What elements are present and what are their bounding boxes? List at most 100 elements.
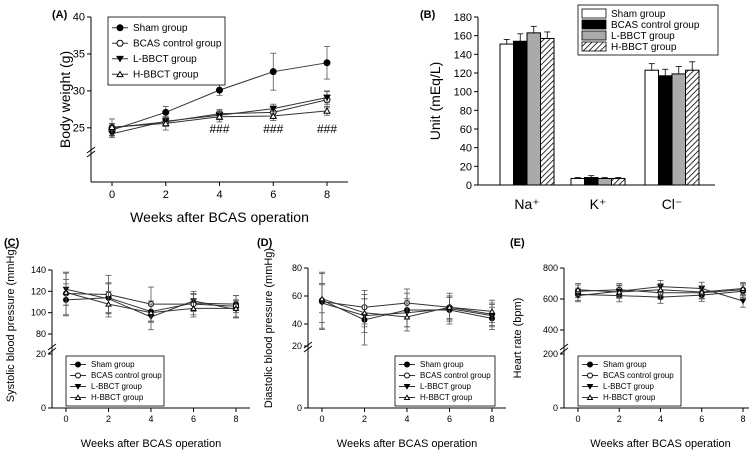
y-tick-label: 25	[73, 123, 85, 135]
data-point	[269, 68, 277, 76]
axis-break-mark	[303, 341, 313, 353]
legend-label: H-BBCT group	[420, 393, 473, 402]
y-axis-label: Unit (mEq/L)	[427, 62, 443, 141]
data-point	[108, 123, 116, 130]
significance-annotation: ###	[317, 122, 337, 136]
x-tick-label: 8	[740, 414, 745, 424]
data-point	[318, 295, 326, 302]
panel-e: 0 200 400 600 800 0 2 4 6 8 Weeks after BCAS opera…	[510, 237, 749, 450]
panel-c: 0 20 80 100 120 140 0 2 4 6 8 Weeks after BCAS oper…	[4, 237, 250, 450]
category-label: Cl⁻	[662, 196, 683, 212]
data-point	[698, 288, 706, 295]
legend-label: Sham group	[420, 360, 464, 369]
bar-group-1: K⁺	[570, 175, 626, 212]
legend-marker	[75, 361, 81, 368]
panel-letter: (B)	[420, 9, 436, 21]
x-tick-label: 0	[63, 414, 68, 424]
legend-label: H-BBCT group	[611, 42, 677, 53]
data-point	[190, 305, 197, 311]
legend-swatch	[581, 8, 607, 19]
y-tick-label: 140	[454, 49, 472, 61]
x-tick-label: 8	[233, 414, 238, 424]
bar	[671, 73, 686, 186]
panel-letter: (C)	[4, 237, 20, 249]
y-tick-label: 120	[31, 286, 46, 296]
data-point	[161, 119, 170, 127]
legend-label: L-BBCT group	[420, 382, 472, 391]
legend-marker	[404, 372, 410, 379]
legend-label: BCAS control group	[603, 371, 674, 380]
legend-label: H-BBCT group	[91, 393, 144, 402]
panel-letter: (A)	[52, 9, 68, 21]
legend-marker	[116, 70, 124, 78]
y-tick-label: 200	[543, 349, 558, 359]
y-tick-label: 140	[31, 265, 46, 275]
data-point	[657, 286, 664, 293]
x-axis-label: Weeks after BCAS operation	[81, 438, 221, 450]
y-axis-label: Heart rate (bpm)	[512, 298, 524, 379]
panel-b: 0 20 40 60 80 100 120 140 160 180 Unit (mEq/L) (B) N…	[420, 4, 719, 212]
x-axis-label: Weeks after BCAS operation	[130, 209, 309, 225]
legend-label: Sham group	[611, 9, 666, 20]
y-tick-label: 180	[454, 12, 472, 24]
legend-marker	[403, 384, 411, 390]
x-tick-label: 0	[109, 189, 115, 201]
bar-group-0: Na⁺	[499, 25, 555, 212]
bar-group-2: Cl⁻	[644, 61, 700, 212]
panel-letter: (E)	[510, 237, 525, 249]
bar	[499, 43, 514, 186]
legend-label: L-BBCT group	[91, 382, 143, 391]
x-tick-label: 6	[191, 414, 196, 424]
y-tick-label: 100	[31, 308, 46, 318]
y-tick-label: 35	[73, 49, 85, 61]
y-tick-label: 400	[543, 325, 558, 335]
data-point	[615, 288, 623, 295]
data-point	[361, 309, 368, 316]
data-point	[403, 313, 411, 320]
significance-annotation: ###	[209, 122, 229, 136]
legend-label: L-BBCT group	[611, 31, 675, 42]
data-point	[323, 94, 331, 102]
y-tick-label: 40	[73, 12, 85, 24]
data-point	[62, 289, 70, 295]
legend-marker	[116, 39, 124, 47]
bar	[644, 69, 659, 186]
data-point	[739, 285, 747, 291]
legend-marker	[403, 394, 411, 400]
y-tick-label: 20	[36, 349, 46, 359]
legend-marker	[74, 394, 82, 400]
series-h-bbct-group	[318, 284, 496, 332]
category-label: K⁺	[590, 196, 607, 212]
x-axis-label: Weeks after BCAS operation	[337, 438, 477, 450]
legend-swatch	[581, 41, 607, 52]
legend-label: BCAS control group	[420, 371, 491, 380]
y-tick-label: 60	[292, 291, 302, 301]
x-tick-label: 2	[617, 414, 622, 424]
x-tick-label: 6	[270, 189, 276, 201]
legend-swatch	[581, 30, 607, 41]
y-tick-label: 30	[73, 86, 85, 98]
y-tick-label: 0	[297, 403, 302, 413]
y-tick-label: 100	[454, 87, 472, 99]
x-axis-label: Weeks after BCAS operation	[590, 438, 730, 450]
bar	[513, 40, 528, 186]
bar	[540, 37, 555, 186]
legend-label: H-BBCT group	[603, 393, 656, 402]
y-tick-label: 80	[460, 105, 472, 117]
legend-label: BCAS control group	[611, 20, 700, 31]
legend-marker	[586, 384, 594, 390]
data-point	[323, 107, 331, 114]
legend-label: BCAS control group	[91, 371, 162, 380]
axis-break-mark	[86, 146, 96, 158]
data-point	[232, 305, 240, 311]
data-point	[216, 86, 223, 94]
y-tick-label: 160	[454, 31, 472, 43]
y-tick-label: 20	[460, 161, 472, 173]
x-tick-label: 4	[148, 414, 153, 424]
y-axis-label: Body weight (g)	[57, 51, 73, 148]
y-tick-label: 0	[41, 403, 46, 413]
